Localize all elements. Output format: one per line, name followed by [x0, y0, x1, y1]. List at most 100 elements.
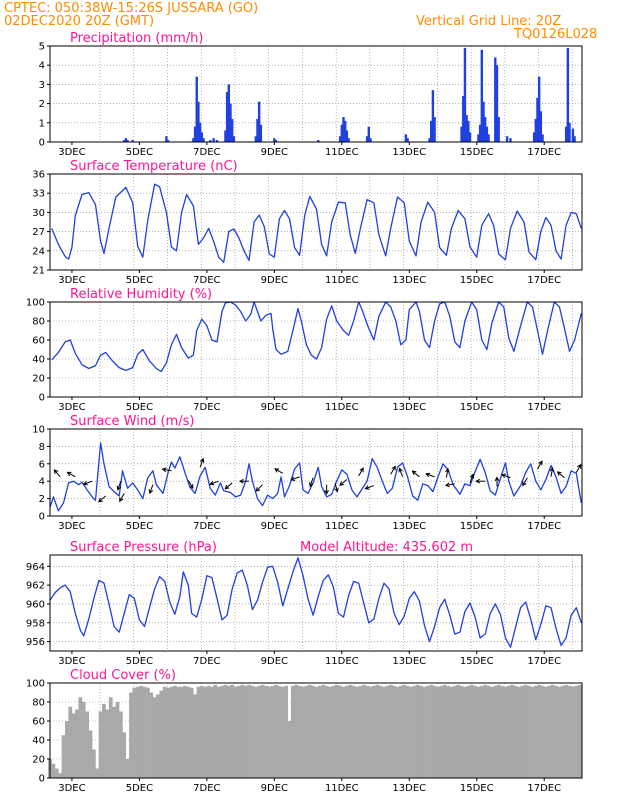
cloud-cover-panel: 0 20 40 60 80 100 3DEC 5DEC 7DEC 9DEC 11DEC 13DEC 15…	[26, 668, 583, 794]
cloud-bar	[324, 685, 329, 778]
cloud-bar	[233, 686, 238, 778]
cloud-bar	[307, 684, 312, 778]
wind-arrow-head	[309, 482, 314, 488]
wind-arrow-head	[339, 481, 344, 486]
cloud-bar	[125, 759, 130, 778]
x-tick-label: 15DEC	[460, 402, 494, 413]
wind-arrow	[501, 474, 511, 479]
wind-arrow-head	[116, 485, 122, 491]
precip-bar	[463, 47, 467, 142]
precip-bar	[365, 136, 369, 142]
precip-bar	[192, 138, 195, 142]
x-tick-label: 17DEC	[527, 147, 561, 158]
wind-arrow-head	[364, 485, 370, 490]
cloud-bar	[395, 686, 400, 778]
cloud-bar	[378, 685, 383, 778]
wind-panel: 0 2 4 6 8 10 3DEC 5DEC 7DEC 9DEC 11DEC 13DEC 15DEC 17…	[32, 414, 583, 532]
precip-bar	[509, 138, 512, 142]
wind-arrow-head	[469, 473, 475, 479]
panel-title: Surface Pressure (hPa)	[70, 540, 217, 555]
cloud-bar	[513, 685, 518, 778]
cloud-bar	[483, 684, 488, 778]
y-tick-label: 956	[26, 637, 45, 648]
cloud-bar	[169, 686, 174, 778]
cloud-bar	[409, 686, 413, 778]
cloud-bar	[199, 685, 204, 778]
panel-title: Surface Wind (m/s)	[70, 414, 194, 429]
x-tick-label: 11DEC	[325, 275, 359, 286]
x-tick-label: 9DEC	[261, 402, 288, 413]
wind-arrow-head	[494, 476, 500, 482]
x-tick-label: 5DEC	[126, 656, 153, 667]
x-tick-label: 15DEC	[460, 275, 494, 286]
wind-arrow	[469, 474, 474, 484]
precip-bar	[564, 126, 568, 142]
wind-arrow-head	[411, 470, 417, 475]
x-tick-label: 13DEC	[392, 275, 426, 286]
cloud-bar	[297, 685, 302, 778]
wind-arrow-head	[538, 460, 543, 466]
panel-frame	[49, 173, 583, 271]
precip-bar	[123, 140, 126, 142]
header-date: 02DEC2020 20Z (GMT)	[4, 14, 154, 29]
wind-arrow-head	[209, 480, 215, 486]
x-tick-label: 15DEC	[460, 521, 494, 532]
cloud-bar	[321, 684, 326, 778]
cloud-bar	[557, 686, 562, 778]
cloud-bar	[449, 686, 454, 778]
wind-arrow	[550, 467, 554, 477]
cloud-bar	[91, 749, 96, 778]
cloud-bar	[496, 684, 501, 778]
wind-arrow	[309, 477, 314, 487]
cloud-bar	[452, 685, 457, 778]
x-tick-label: 11DEC	[325, 402, 359, 413]
cloud-bar	[206, 685, 211, 778]
precip-bar	[537, 76, 541, 142]
precip-bar	[428, 138, 431, 142]
panel-frame	[49, 428, 583, 517]
cloud-bar	[102, 703, 106, 778]
y-tick-label: 0	[39, 774, 45, 785]
cloud-bar	[398, 685, 403, 778]
cloud-bar	[550, 684, 555, 778]
cloud-bar	[490, 686, 494, 778]
wind-arrow-head	[556, 471, 562, 476]
cloud-bar	[328, 686, 332, 778]
wind-arrow-head	[148, 489, 154, 495]
x-tick-label: 7DEC	[193, 275, 220, 286]
cloud-bar	[135, 686, 140, 778]
pressure-panel: 956 958 960 962 964 3DEC 5DEC 7DEC 9DEC 11DEC 13DE…	[26, 540, 583, 667]
cloud-bar	[162, 686, 167, 778]
cloud-bar	[358, 685, 363, 778]
precip-bar	[273, 138, 276, 142]
precip-bar	[430, 120, 433, 142]
cloud-bar	[152, 697, 157, 778]
precip-bar	[478, 124, 482, 142]
wind-arrow-head	[324, 489, 329, 495]
precip-bar	[345, 130, 349, 142]
cloud-bar	[344, 685, 349, 778]
y-tick-label: 60	[32, 336, 45, 347]
cloud-bar	[446, 685, 450, 778]
precip-bar	[367, 126, 370, 142]
wind-arrow	[149, 484, 154, 494]
cloud-bar	[486, 685, 491, 778]
x-tick-label: 5DEC	[126, 147, 153, 158]
cloud-bar	[567, 685, 572, 778]
precip-bar	[482, 101, 485, 142]
x-tick-label: 9DEC	[261, 656, 288, 667]
x-tick-label: 3DEC	[58, 147, 85, 158]
wind-arrow	[162, 468, 172, 472]
x-tick-label: 11DEC	[325, 521, 359, 532]
precip-bar	[316, 140, 320, 142]
precip-bar	[536, 97, 539, 142]
cloud-bar	[533, 685, 538, 778]
cloud-bar	[129, 692, 133, 778]
panel-frame	[49, 45, 583, 143]
x-tick-label: 3DEC	[58, 656, 85, 667]
cloud-bar	[375, 684, 380, 778]
y-tick-label: 2	[39, 494, 45, 505]
cloud-bar	[78, 697, 83, 778]
precip-bar	[166, 140, 170, 142]
cloud-bar	[253, 686, 258, 778]
